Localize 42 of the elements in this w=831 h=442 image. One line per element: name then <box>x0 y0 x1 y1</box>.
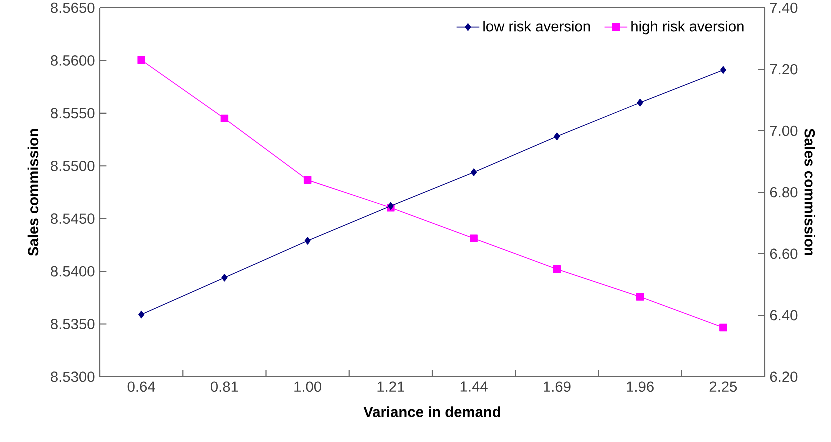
x-tick-label: 2.25 <box>710 382 738 392</box>
point <box>138 56 146 64</box>
x-axis-title: Variance in demand <box>364 406 500 418</box>
y-tick-label: 8.5550 <box>51 108 95 119</box>
y2-axis-title: Sales commission <box>804 128 816 256</box>
y2-tick-label: 6.40 <box>770 310 798 321</box>
point <box>222 274 228 282</box>
point <box>304 176 312 184</box>
y-tick-label: 8.5350 <box>51 319 95 330</box>
x-tick-label: 1.96 <box>627 382 654 392</box>
y2-tick-label: 7.40 <box>770 2 798 14</box>
legend-label: high risk aversion <box>632 20 744 35</box>
y2-tick-label: 6.20 <box>770 372 798 382</box>
y-tick-label: 8.5300 <box>51 372 95 382</box>
point <box>636 293 644 301</box>
x-tick-label: 1.69 <box>544 382 571 392</box>
point <box>220 114 229 123</box>
point <box>554 132 560 140</box>
y-tick-label: 8.5500 <box>51 160 95 172</box>
y-tick-label: 8.5600 <box>51 56 95 66</box>
point <box>720 66 726 74</box>
x-tick-label: 1.21 <box>378 382 404 392</box>
y-tick-label: 8.5450 <box>51 214 95 224</box>
point <box>138 310 145 319</box>
legend-label: low risk aversion <box>484 20 590 32</box>
point <box>470 234 478 242</box>
x-tick-label: 0.81 <box>210 382 238 392</box>
y2-tick-label: 6.80 <box>770 187 798 198</box>
point <box>637 99 644 107</box>
x-tick-label: 1.00 <box>294 382 322 392</box>
y-tick-label: 8.5400 <box>51 266 95 277</box>
y-tick-label: 8.5650 <box>51 2 95 14</box>
point <box>553 265 562 274</box>
point <box>720 324 728 332</box>
y2-tick-label: 7.00 <box>770 126 798 136</box>
point <box>304 237 311 245</box>
point <box>471 168 478 176</box>
y2-tick-label: 6.60 <box>770 248 798 260</box>
x-tick-label: 1.44 <box>460 382 488 392</box>
x-tick-label: 0.64 <box>128 382 156 392</box>
y2-tick-label: 7.20 <box>770 64 798 75</box>
y-axis-title: Sales commission <box>28 129 39 256</box>
